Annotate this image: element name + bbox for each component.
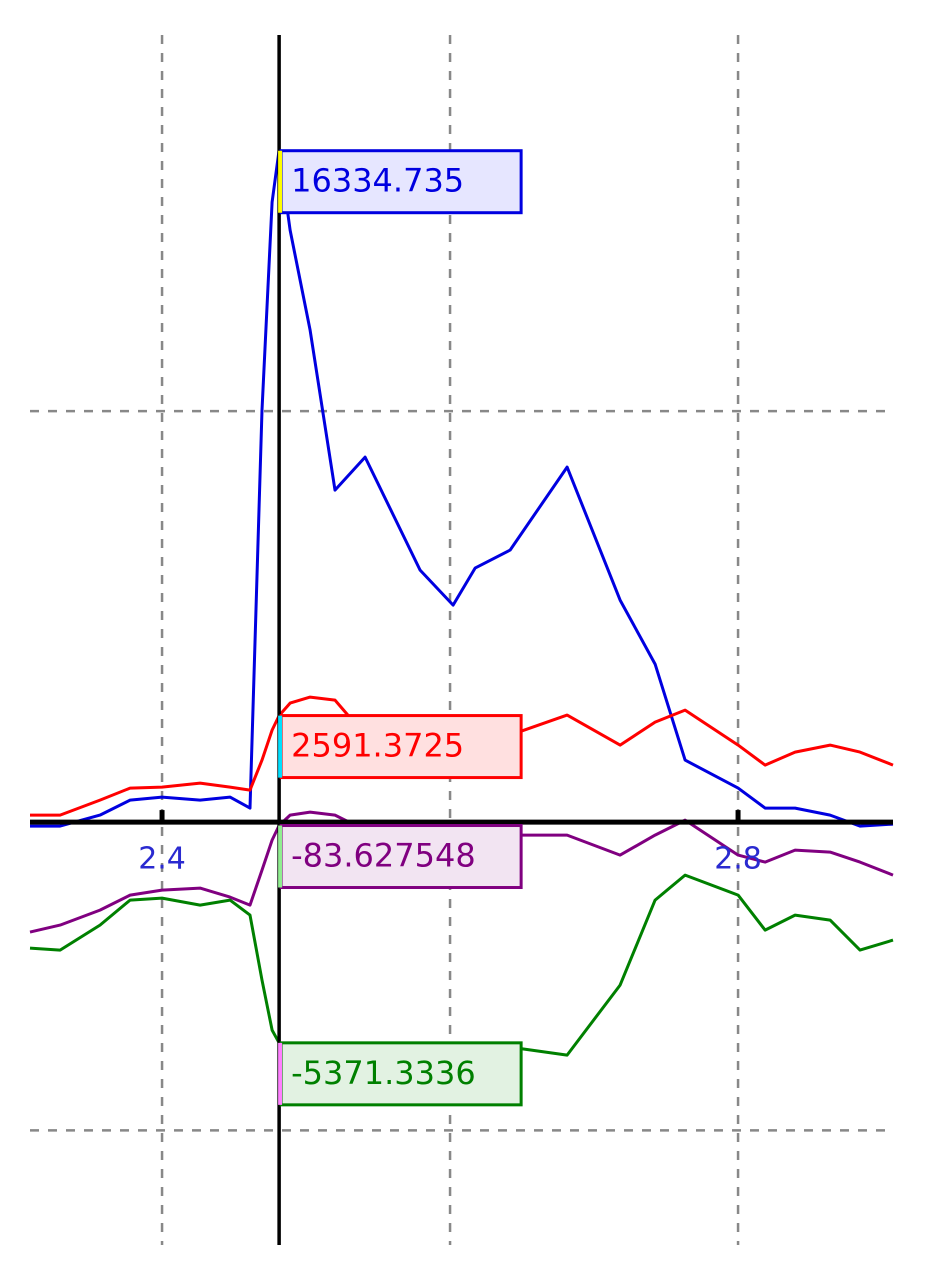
- readout-value: -83.627548: [291, 837, 476, 875]
- readout-value: 2591.3725: [291, 727, 464, 765]
- readout-box: [279, 149, 523, 215]
- readout-value: -5371.3336: [291, 1054, 476, 1092]
- x-tick-label: 2.4: [138, 842, 186, 877]
- x-tick-label: 2.8: [714, 842, 762, 877]
- readout-box: [279, 1041, 523, 1107]
- series-line: [29, 873, 894, 1057]
- series-line: [30, 148, 894, 828]
- readout-value: 16334.735: [291, 162, 464, 200]
